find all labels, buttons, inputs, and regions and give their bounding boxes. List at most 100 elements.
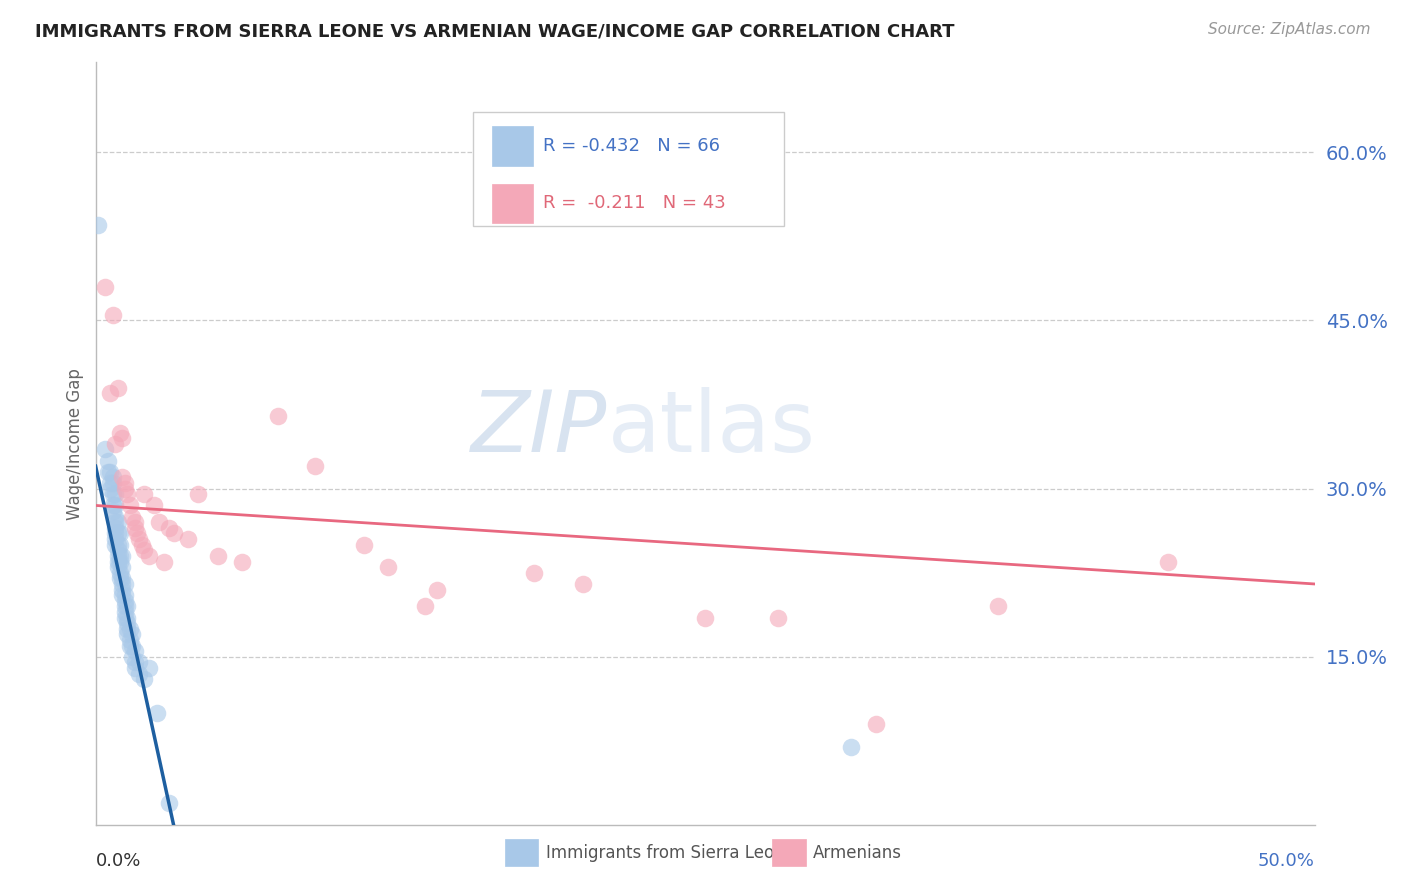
Point — [104, 437, 127, 451]
Point — [131, 538, 153, 552]
Point — [107, 526, 129, 541]
Point — [94, 279, 117, 293]
Y-axis label: Wage/Income Gap: Wage/Income Gap — [66, 368, 84, 520]
Point — [145, 706, 167, 720]
Point — [134, 543, 156, 558]
Point — [107, 516, 129, 530]
FancyBboxPatch shape — [492, 126, 533, 166]
Point — [104, 487, 127, 501]
Point — [104, 526, 127, 541]
Point — [353, 538, 375, 552]
Point — [117, 627, 139, 641]
Point — [108, 555, 131, 569]
Point — [124, 521, 146, 535]
Text: R = -0.432   N = 66: R = -0.432 N = 66 — [543, 136, 720, 154]
Point — [124, 516, 146, 530]
Point — [121, 639, 143, 653]
Point — [162, 526, 184, 541]
Point — [107, 543, 129, 558]
Point — [108, 549, 131, 563]
Text: Immigrants from Sierra Leone: Immigrants from Sierra Leone — [546, 844, 794, 862]
Point — [101, 470, 124, 484]
Point — [128, 666, 150, 681]
Point — [117, 616, 139, 631]
Point — [231, 555, 253, 569]
Point — [111, 571, 134, 585]
Point — [111, 470, 134, 484]
Point — [98, 465, 121, 479]
Text: 0.0%: 0.0% — [96, 852, 141, 870]
Point — [107, 538, 129, 552]
Point — [97, 465, 120, 479]
Point — [101, 476, 124, 491]
Point — [1157, 555, 1180, 569]
Point — [124, 661, 146, 675]
Point — [134, 487, 156, 501]
Point — [98, 386, 121, 401]
Point — [111, 560, 134, 574]
Point — [118, 499, 141, 513]
Point — [117, 622, 139, 636]
Point — [377, 560, 399, 574]
Point — [98, 476, 121, 491]
Point — [104, 521, 127, 535]
Point — [304, 459, 326, 474]
Point — [114, 588, 136, 602]
Point — [177, 532, 200, 546]
Point — [94, 442, 117, 457]
Point — [114, 577, 136, 591]
Point — [101, 504, 124, 518]
Point — [108, 571, 131, 585]
Point — [134, 673, 156, 687]
Point — [865, 717, 887, 731]
Point — [117, 610, 139, 624]
Point — [426, 582, 449, 597]
Point — [523, 566, 546, 580]
Point — [841, 739, 863, 754]
Text: atlas: atlas — [607, 387, 815, 470]
Point — [153, 555, 176, 569]
Point — [97, 453, 120, 467]
FancyBboxPatch shape — [474, 112, 785, 227]
Point — [101, 499, 124, 513]
Point — [104, 538, 127, 552]
Point — [148, 516, 170, 530]
Point — [118, 633, 141, 648]
Point — [124, 656, 146, 670]
Point — [104, 499, 127, 513]
Point — [108, 538, 131, 552]
Point — [111, 549, 134, 563]
Point — [187, 487, 209, 501]
Point — [138, 549, 160, 563]
Point — [768, 610, 790, 624]
Point — [98, 482, 121, 496]
Point — [124, 644, 146, 658]
Point — [108, 425, 131, 440]
Point — [107, 381, 129, 395]
Point — [108, 526, 131, 541]
Point — [111, 582, 134, 597]
Point — [413, 599, 436, 614]
Point — [117, 487, 139, 501]
Point — [143, 499, 166, 513]
Point — [111, 577, 134, 591]
Point — [121, 509, 143, 524]
Point — [157, 521, 180, 535]
Point — [267, 409, 290, 423]
Point — [108, 566, 131, 580]
Point — [111, 588, 134, 602]
Point — [121, 649, 143, 664]
Point — [87, 218, 110, 232]
Point — [107, 549, 129, 563]
Point — [138, 661, 160, 675]
Point — [104, 516, 127, 530]
Text: IMMIGRANTS FROM SIERRA LEONE VS ARMENIAN WAGE/INCOME GAP CORRELATION CHART: IMMIGRANTS FROM SIERRA LEONE VS ARMENIAN… — [35, 22, 955, 40]
Text: Armenians: Armenians — [813, 844, 901, 862]
Point — [207, 549, 229, 563]
Point — [117, 599, 139, 614]
Point — [572, 577, 595, 591]
Point — [101, 487, 124, 501]
Point — [128, 656, 150, 670]
Point — [987, 599, 1010, 614]
Point — [114, 482, 136, 496]
